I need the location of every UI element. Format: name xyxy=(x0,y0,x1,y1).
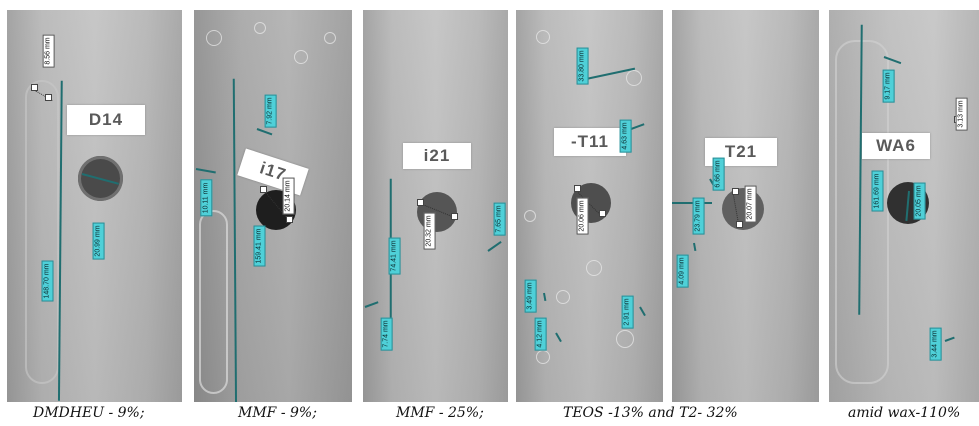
measure-handle[interactable] xyxy=(31,84,38,91)
sample-label-card: WA6 xyxy=(862,133,930,159)
measurement-tag: 7.74 mm xyxy=(380,317,393,351)
measurement-tag: 20.99 mm xyxy=(92,222,105,260)
surface-bubble xyxy=(324,32,336,44)
sample-label-card: D14 xyxy=(67,105,145,135)
measurement-tag: 9.17 mm xyxy=(882,69,895,103)
measurement-tag: 20.06 mm xyxy=(576,197,589,235)
measure-handle[interactable] xyxy=(286,216,293,223)
surface-bubble xyxy=(536,30,550,44)
sample-panel-mmf-9: i17 7.92 mm 10.11 mm 20.14 mm 159.41 mm xyxy=(194,10,352,402)
measure-handle[interactable] xyxy=(45,94,52,101)
measurement-tag: 33.80 mm xyxy=(576,47,589,85)
sample-label-card: -T11 xyxy=(554,128,626,156)
caption-teos: TEOS -13% and T2- 32% xyxy=(563,405,738,421)
measurement-tag: 7.65 mm xyxy=(493,202,506,236)
surface-bubble xyxy=(294,50,308,64)
measure-handle[interactable] xyxy=(599,210,606,217)
measurement-tag: 161.69 mm xyxy=(871,170,884,212)
drill-hole xyxy=(722,188,764,230)
measurement-tag: 2.91 mm xyxy=(621,295,634,329)
measure-line-width xyxy=(672,202,712,204)
sample-panel-teos: -T11 33.80 mm 4.63 mm 20.06 mm 3.49 mm 4… xyxy=(516,10,663,402)
measure-handle[interactable] xyxy=(574,185,581,192)
crack-mark xyxy=(199,210,228,394)
sample-label-card: i21 xyxy=(403,143,471,169)
sample-panel-wax: WA6 9.17 mm 3.13 mm 161.69 mm 20.05 mm 3… xyxy=(829,10,979,402)
measurement-tag: 3.49 mm xyxy=(524,279,537,313)
measure-handle[interactable] xyxy=(260,186,267,193)
measurement-tag: 6.66 mm xyxy=(712,157,725,191)
measurement-tag: 3.13 mm xyxy=(955,97,968,131)
measurement-tag: 20.14 mm xyxy=(282,177,295,215)
measurement-tag: 7.92 mm xyxy=(264,94,277,128)
sample-panel-mmf-25: i21 20.32 mm 7.65 mm 74.41 mm 7.74 mm xyxy=(363,10,508,402)
caption-mmf-9: MMF - 9%; xyxy=(238,405,317,421)
measurement-tag: 74.41 mm xyxy=(388,237,401,275)
measurement-tag: 10.11 mm xyxy=(200,179,213,217)
surface-bubble xyxy=(586,260,602,276)
measurement-tag: 4.09 mm xyxy=(676,254,689,288)
measurement-tag: 4.12 mm xyxy=(534,317,547,351)
surface-bubble xyxy=(524,210,536,222)
measure-handle[interactable] xyxy=(451,213,458,220)
surface-bubble xyxy=(626,70,642,86)
caption-dmdheu: DMDHEU - 9%; xyxy=(33,405,145,421)
measurement-tag: 148.70 mm xyxy=(41,260,54,302)
measurement-tag: 20.32 mm xyxy=(423,212,436,250)
surface-bubble xyxy=(616,330,634,348)
sample-panel-dmdheu: D14 8.56 mm 20.99 mm 148.70 mm xyxy=(7,10,182,402)
measurement-tag: 159.41 mm xyxy=(253,225,266,267)
measurement-tag: 4.63 mm xyxy=(619,119,632,153)
surface-bubble xyxy=(536,350,550,364)
measure-handle[interactable] xyxy=(736,221,743,228)
surface-bubble xyxy=(206,30,222,46)
measurement-tag: 20.07 mm xyxy=(744,185,757,223)
measurement-tag: 20.05 mm xyxy=(913,182,926,220)
sample-panel-t2: T21 6.66 mm 23.79 mm 20.07 mm 4.09 mm xyxy=(672,10,819,402)
surface-bubble xyxy=(556,290,570,304)
caption-mmf-25: MMF - 25%; xyxy=(396,405,484,421)
measure-handle[interactable] xyxy=(417,199,424,206)
measurement-tag: 23.79 mm xyxy=(692,197,705,235)
surface-bubble xyxy=(254,22,266,34)
crack-mark xyxy=(25,80,59,384)
measurement-tag: 3.44 mm xyxy=(929,327,942,361)
measurement-tag: 8.56 mm xyxy=(42,34,55,68)
measure-handle[interactable] xyxy=(732,188,739,195)
caption-wax: amid wax-110% xyxy=(848,405,961,421)
